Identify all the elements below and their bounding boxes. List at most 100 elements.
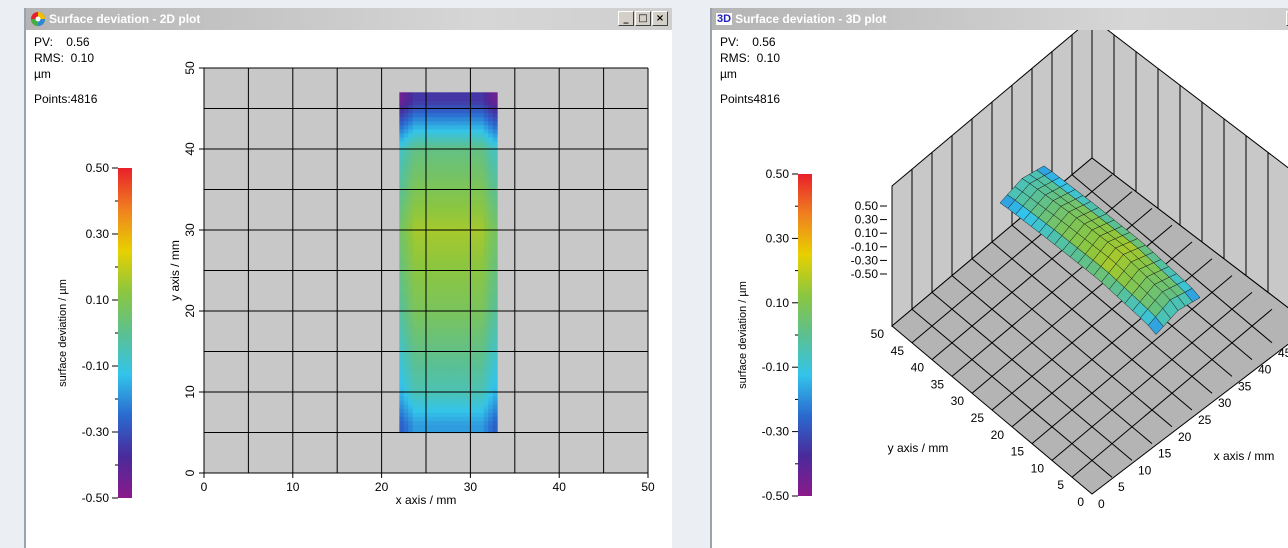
close-button[interactable]: × xyxy=(652,11,668,26)
heatmap-cell xyxy=(417,335,423,340)
heatmap-cell xyxy=(421,165,427,170)
heatmap-cell xyxy=(434,254,440,259)
heatmap-cell xyxy=(399,217,405,223)
heatmap-cell xyxy=(417,404,423,409)
heatmap-cell xyxy=(488,120,494,126)
heatmap-cell xyxy=(470,140,476,146)
x-tick-label: 30 xyxy=(464,480,478,494)
heatmap-cell xyxy=(457,278,463,284)
heatmap-cell xyxy=(421,270,427,276)
heatmap-cell xyxy=(461,306,467,312)
heatmap-cell xyxy=(452,165,458,170)
heatmap-cell xyxy=(426,213,432,219)
heatmap-cell xyxy=(465,153,471,158)
heatmap-cell xyxy=(448,108,454,114)
heatmap-cell xyxy=(461,213,467,219)
heatmap-cell xyxy=(421,359,427,365)
heatmap-cell xyxy=(488,335,494,340)
heatmap-cell xyxy=(492,92,498,97)
heatmap-cell xyxy=(474,319,480,324)
heatmap-cell xyxy=(488,112,494,118)
heatmap-cell xyxy=(474,420,480,425)
heatmap-cell xyxy=(488,311,494,316)
heatmap-cell xyxy=(452,420,458,425)
heatmap-cell xyxy=(412,116,418,122)
heatmap-cell xyxy=(457,420,463,425)
heatmap-cell xyxy=(408,347,414,353)
heatmap-cell xyxy=(439,408,445,413)
minimize-button[interactable]: _ xyxy=(1286,11,1288,26)
heatmap-cell xyxy=(417,100,423,106)
heatmap-cell xyxy=(426,290,432,296)
heatmap-cell xyxy=(470,359,476,365)
heatmap-cell xyxy=(403,392,409,397)
heatmap-cell xyxy=(492,250,498,255)
minimize-button[interactable]: _ xyxy=(618,11,634,26)
heatmap-cell xyxy=(430,319,436,324)
heatmap-cell xyxy=(465,185,471,191)
heatmap-cell xyxy=(448,343,454,349)
heatmap-cell xyxy=(434,351,440,357)
heatmap-cell xyxy=(470,298,476,304)
heatmap-cell xyxy=(412,197,418,203)
heatmap-cell xyxy=(452,169,458,174)
heatmap-cell xyxy=(403,221,409,227)
heatmap-cell xyxy=(412,408,418,413)
heatmap-cell xyxy=(488,416,494,421)
heatmap-cell xyxy=(470,217,476,223)
heatmap-cell xyxy=(426,197,432,203)
heatmap-cell xyxy=(408,221,414,227)
heatmap-cell xyxy=(399,238,405,243)
heatmap-cell xyxy=(457,351,463,357)
heatmap-cell xyxy=(465,230,471,235)
plot-2d-titlebar[interactable]: Surface deviation - 2D plot _ □ × xyxy=(26,8,672,30)
heatmap-cell xyxy=(461,153,467,158)
heatmap-cell xyxy=(430,209,436,215)
heatmap-cell xyxy=(399,205,405,211)
heatmap-cell xyxy=(434,116,440,122)
heatmap-cell xyxy=(439,339,445,344)
y-tick-label: 20 xyxy=(183,304,197,318)
heatmap-cell xyxy=(488,270,494,276)
heatmap-cell xyxy=(443,371,449,377)
colorbar-tick-label: -0.30 xyxy=(762,425,790,439)
heatmap-cell xyxy=(426,363,432,369)
heatmap-cell xyxy=(399,197,405,203)
heatmap-cell xyxy=(470,238,476,243)
heatmap-cell xyxy=(443,428,449,434)
heatmap-cell xyxy=(434,420,440,425)
heatmap-cell xyxy=(434,173,440,178)
maximize-button[interactable]: □ xyxy=(635,11,651,26)
heatmap-cell xyxy=(483,173,489,178)
heatmap-cell xyxy=(448,189,454,195)
heatmap-cell xyxy=(457,149,463,154)
heatmap-cell xyxy=(479,92,485,97)
plot-3d-titlebar[interactable]: 3D Surface deviation - 3D plot _ □ × xyxy=(712,8,1288,30)
z-tick-label: -0.30 xyxy=(851,253,879,267)
heatmap-cell xyxy=(479,136,485,142)
heatmap-cell xyxy=(483,424,489,430)
heatmap-cell xyxy=(470,327,476,332)
heatmap-cell xyxy=(421,112,427,118)
heatmap-cell xyxy=(483,278,489,284)
heatmap-cell xyxy=(412,294,418,300)
heatmap-cell xyxy=(492,230,498,235)
heatmap-cell xyxy=(465,335,471,340)
heatmap-cell xyxy=(408,104,414,110)
heatmap-cell xyxy=(479,266,485,272)
heatmap-cell xyxy=(443,323,449,328)
heatmap-cell xyxy=(408,165,414,170)
heatmap-cell xyxy=(443,116,449,122)
heatmap-cell xyxy=(426,254,432,259)
heatmap-cell xyxy=(483,250,489,255)
heatmap-cell xyxy=(443,416,449,421)
heatmap-cell xyxy=(465,400,471,405)
heatmap-cell xyxy=(492,104,498,110)
heatmap-cell xyxy=(461,363,467,369)
heatmap-cell xyxy=(488,250,494,255)
heatmap-cell xyxy=(452,262,458,268)
heatmap-cell xyxy=(417,149,423,154)
heatmap-cell xyxy=(426,221,432,227)
heatmap-cell xyxy=(457,286,463,292)
